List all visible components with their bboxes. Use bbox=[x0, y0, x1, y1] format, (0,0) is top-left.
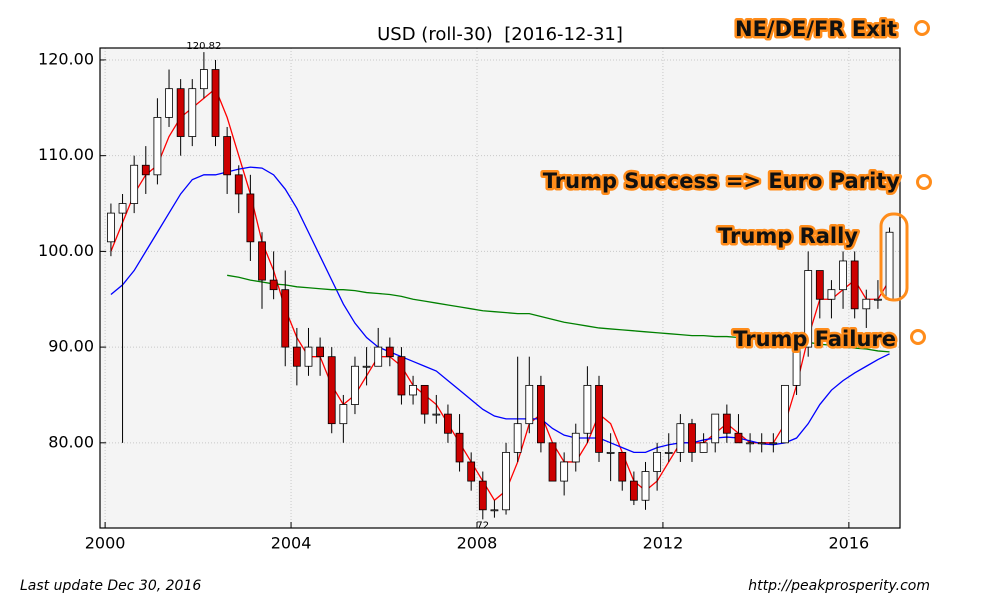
min-label: 72 bbox=[476, 520, 489, 531]
plot-area bbox=[100, 48, 900, 528]
candle-body bbox=[199, 69, 208, 90]
candle-body bbox=[490, 509, 499, 512]
y-tick-label: 120.00 bbox=[38, 49, 94, 68]
annotation: NE/DE/FR Exit bbox=[735, 17, 897, 41]
candle-body bbox=[641, 471, 650, 501]
candle-body bbox=[327, 356, 336, 425]
candle-body bbox=[676, 423, 685, 453]
footer-left: Last update Dec 30, 2016 bbox=[20, 578, 201, 594]
candle-body bbox=[711, 413, 720, 444]
candle-body bbox=[629, 480, 638, 501]
candle-body bbox=[560, 461, 569, 482]
annotation: Trump Success => Euro Parity bbox=[543, 169, 901, 193]
candle-body bbox=[839, 260, 847, 291]
footer-right: http://peakprosperity.com bbox=[748, 578, 930, 594]
candle-body bbox=[153, 116, 162, 176]
candle-body bbox=[258, 241, 266, 281]
grid bbox=[100, 48, 900, 528]
marker-box bbox=[879, 212, 909, 302]
candle-body bbox=[234, 174, 243, 195]
candle-body bbox=[525, 384, 534, 425]
candle-body bbox=[130, 164, 139, 204]
candle-body bbox=[502, 451, 510, 511]
candle-body bbox=[781, 384, 789, 444]
candle-body bbox=[211, 69, 220, 137]
candle-body bbox=[571, 432, 580, 463]
candle-body bbox=[362, 365, 371, 368]
candle-body bbox=[374, 346, 383, 367]
marker-circle bbox=[910, 329, 926, 345]
candle-body bbox=[769, 442, 778, 445]
candle-body bbox=[409, 384, 417, 396]
candle-body bbox=[722, 413, 731, 434]
candle-body bbox=[618, 451, 627, 482]
y-tick-label: 100.00 bbox=[38, 241, 94, 260]
chart-title: USD (roll-30) [2016-12-31] bbox=[377, 24, 623, 45]
y-tick-label: 110.00 bbox=[38, 145, 94, 164]
candle-body bbox=[885, 231, 894, 300]
candle-body bbox=[827, 289, 836, 300]
candle-body bbox=[688, 423, 696, 453]
candle-body bbox=[792, 346, 801, 386]
x-tick-label: 2004 bbox=[271, 534, 312, 553]
candle-body bbox=[246, 193, 255, 243]
annotation: Trump Rally bbox=[718, 224, 858, 248]
candle-body bbox=[699, 442, 708, 453]
candle-body bbox=[339, 404, 348, 425]
candle-body bbox=[850, 260, 859, 310]
candle-body bbox=[304, 346, 313, 367]
y-tick-label: 90.00 bbox=[48, 337, 94, 356]
candle-body bbox=[316, 346, 325, 358]
ma-line bbox=[227, 274, 890, 353]
candle-body bbox=[653, 451, 662, 472]
candle-body bbox=[385, 346, 394, 358]
candle-body bbox=[467, 461, 476, 482]
candles bbox=[107, 52, 894, 520]
candle-body bbox=[141, 164, 150, 176]
x-tick-label: 2016 bbox=[829, 534, 870, 553]
candle-body bbox=[455, 432, 464, 463]
candle-body bbox=[165, 88, 173, 118]
candle-body bbox=[478, 480, 487, 511]
candle-body bbox=[537, 384, 545, 444]
candle-body bbox=[862, 298, 871, 310]
candle-body bbox=[432, 413, 441, 416]
candle-body bbox=[292, 346, 301, 367]
candle-body bbox=[804, 270, 813, 348]
x-tick-label: 2012 bbox=[643, 534, 684, 553]
candle-body bbox=[757, 442, 766, 445]
candle-body bbox=[107, 212, 115, 243]
candle-body bbox=[664, 451, 673, 454]
candle-body bbox=[746, 442, 754, 445]
annotation: Trump Failure bbox=[733, 327, 896, 351]
candle-body bbox=[874, 298, 882, 301]
marker-circle bbox=[916, 174, 932, 190]
x-tick-label: 2008 bbox=[457, 534, 498, 553]
candle-body bbox=[351, 365, 359, 405]
candle-body bbox=[269, 279, 278, 291]
candle-body bbox=[188, 88, 197, 137]
candle-body bbox=[176, 88, 185, 137]
marker-circle bbox=[914, 20, 930, 36]
candle-body bbox=[815, 270, 824, 300]
candle-body bbox=[606, 451, 615, 454]
candle-body bbox=[281, 289, 290, 348]
candle-body bbox=[583, 384, 592, 434]
candle-body bbox=[118, 203, 127, 214]
candle-body bbox=[734, 432, 743, 444]
y-tick-label: 80.00 bbox=[48, 432, 94, 451]
x-tick-label: 2000 bbox=[85, 534, 126, 553]
candle-body bbox=[513, 423, 522, 453]
candle-body bbox=[397, 356, 406, 396]
candle-body bbox=[444, 413, 452, 434]
candle-body bbox=[223, 136, 232, 176]
candle-body bbox=[420, 384, 429, 415]
max-label: 120.82 bbox=[186, 41, 221, 52]
plot-frame bbox=[99, 47, 901, 529]
candle-body bbox=[595, 384, 603, 453]
candle-body bbox=[548, 442, 557, 482]
